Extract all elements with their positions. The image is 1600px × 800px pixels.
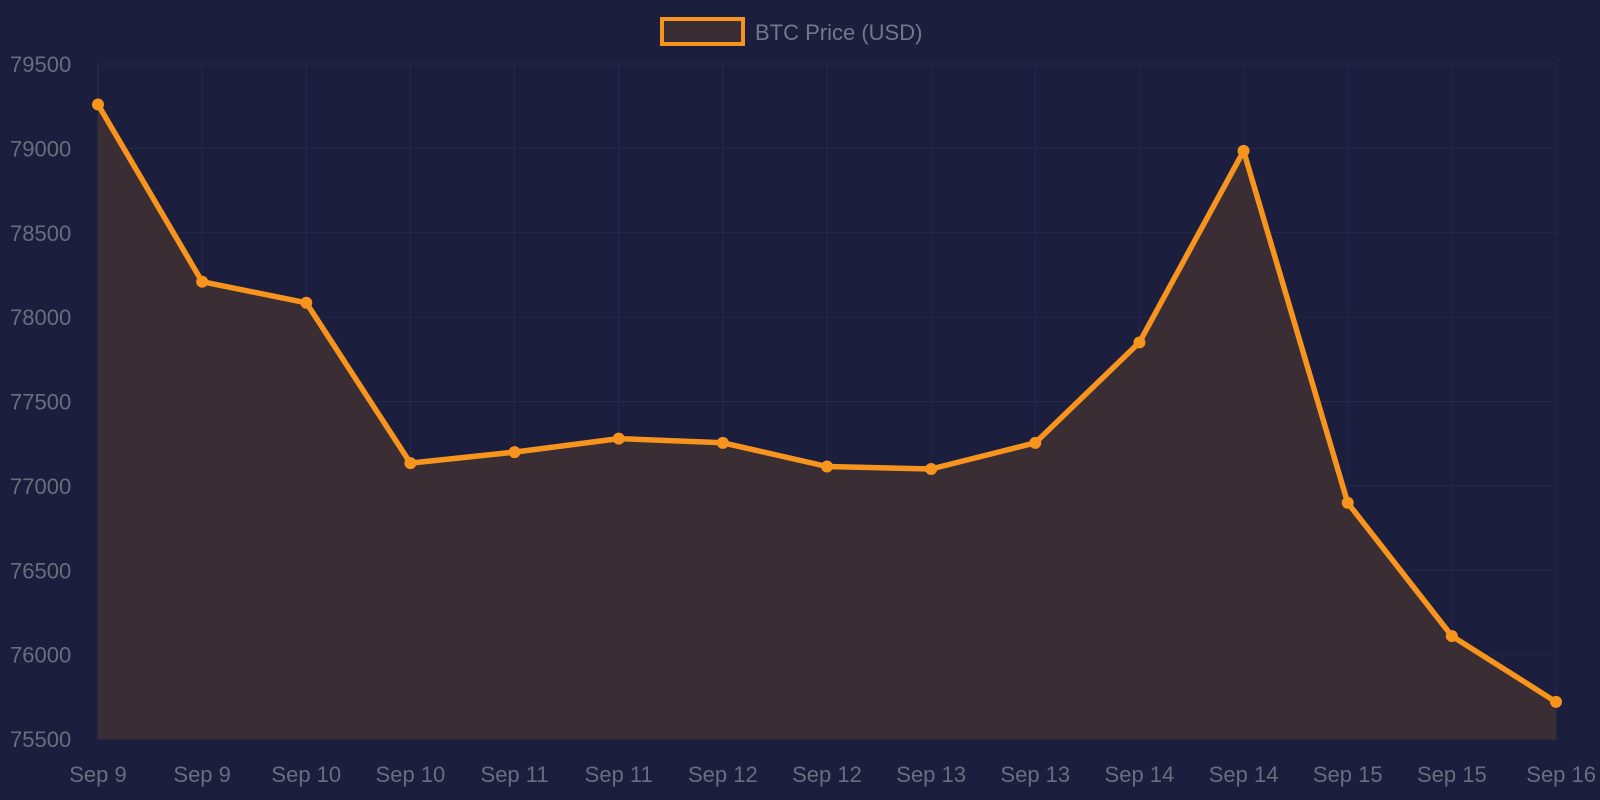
data-points: [92, 98, 1562, 708]
area-fill: [98, 104, 1556, 739]
legend[interactable]: BTC Price (USD): [660, 17, 922, 46]
x-tick-label-11: Sep 14: [1209, 762, 1279, 787]
data-point-4[interactable]: [508, 446, 521, 459]
x-tick-label-1: Sep 9: [173, 762, 231, 787]
data-point-11[interactable]: [1237, 144, 1250, 157]
x-tick-label-6: Sep 12: [688, 762, 758, 787]
x-tick-label-5: Sep 11: [585, 762, 653, 787]
data-point-2[interactable]: [300, 296, 313, 309]
data-point-0[interactable]: [92, 98, 104, 111]
x-tick-label-0: Sep 9: [69, 762, 127, 787]
y-tick-label-8: 79500: [10, 52, 71, 77]
data-point-10[interactable]: [1133, 336, 1146, 349]
y-tick-label-4: 77500: [10, 390, 71, 415]
data-point-3[interactable]: [404, 457, 417, 470]
y-tick-label-1: 76000: [10, 643, 71, 668]
x-tick-label-13: Sep 15: [1417, 762, 1487, 787]
y-tick-label-3: 77000: [10, 474, 71, 499]
data-point-7[interactable]: [821, 460, 833, 473]
x-tick-label-2: Sep 10: [271, 762, 341, 787]
y-tick-label-2: 76500: [10, 558, 71, 583]
data-point-5[interactable]: [612, 432, 625, 445]
y-tick-label-0: 75500: [10, 727, 71, 752]
data-point-8[interactable]: [925, 463, 938, 475]
data-point-14[interactable]: [1550, 695, 1562, 708]
legend-swatch: [660, 17, 745, 46]
x-tick-label-14: Sep 16: [1526, 762, 1596, 787]
x-axis-ticks: Sep 9 Sep 9 Sep 10 Sep 10 Sep 11 Sep 11 Sep 12…: [69, 762, 1596, 787]
x-tick-label-3: Sep 10: [376, 762, 446, 787]
data-point-13[interactable]: [1445, 630, 1458, 643]
y-tick-label-7: 79000: [10, 136, 71, 161]
data-point-1[interactable]: [196, 275, 209, 288]
y-axis-ticks: 75500 76000 76500 77000 77500 78000 78500 79000…: [10, 52, 71, 752]
data-point-6[interactable]: [716, 436, 729, 449]
x-tick-label-4: Sep 11: [481, 762, 549, 787]
x-tick-label-8: Sep 13: [896, 762, 966, 787]
x-tick-label-12: Sep 15: [1313, 762, 1383, 787]
data-point-9[interactable]: [1029, 436, 1042, 449]
x-tick-label-10: Sep 14: [1105, 762, 1175, 787]
x-tick-label-7: Sep 12: [792, 762, 862, 787]
x-tick-label-9: Sep 13: [1000, 762, 1070, 787]
y-tick-label-6: 78500: [10, 221, 71, 246]
y-tick-label-5: 78000: [10, 305, 71, 330]
legend-label: BTC Price (USD): [755, 20, 922, 45]
data-point-12[interactable]: [1341, 496, 1354, 509]
